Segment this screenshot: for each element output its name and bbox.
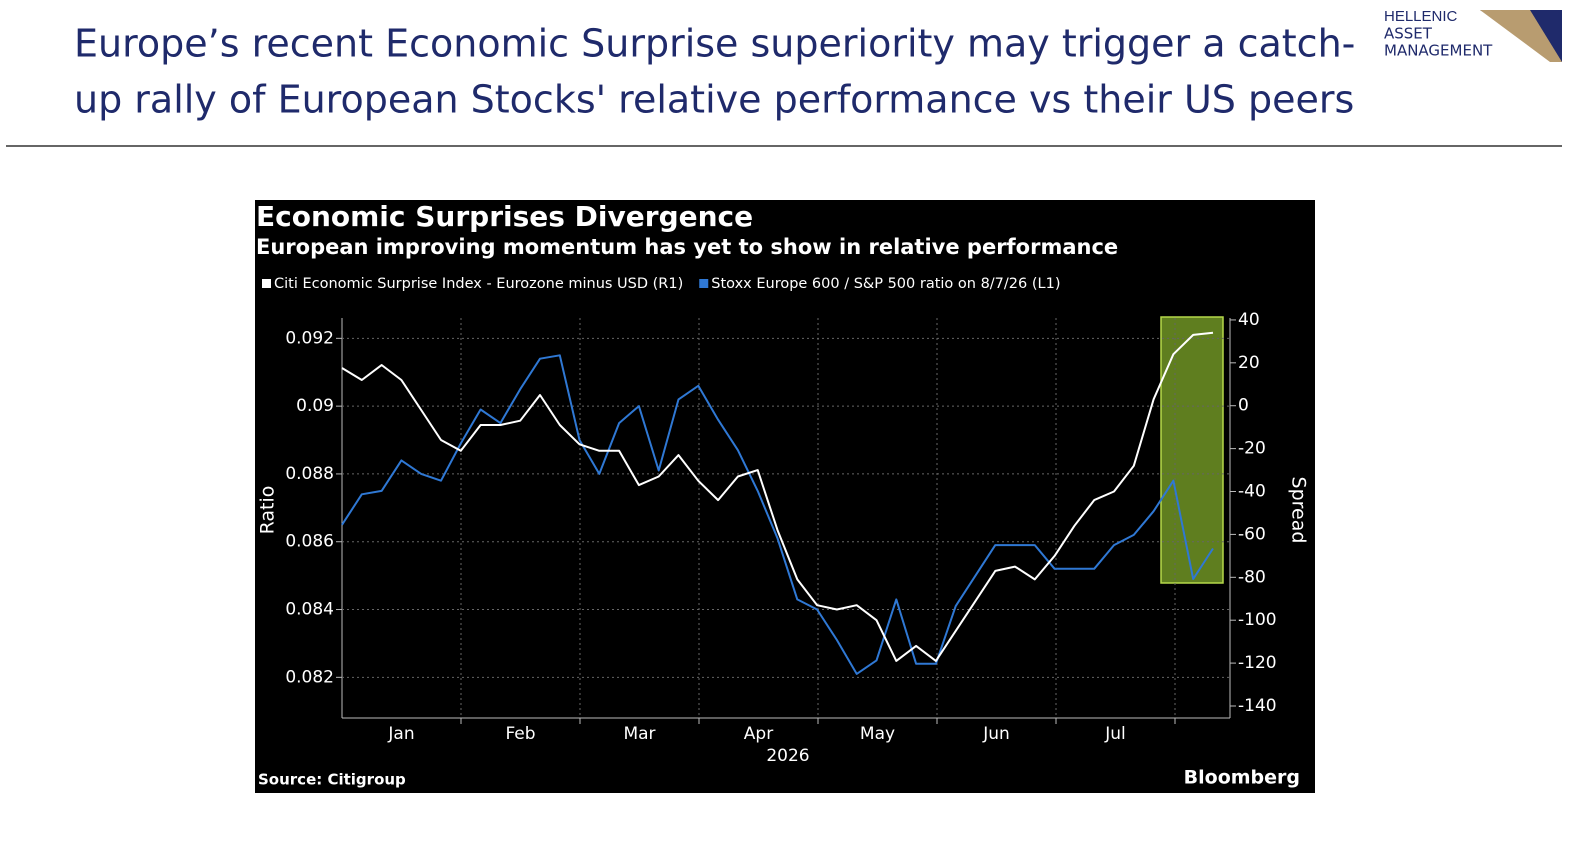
legend-swatch (262, 279, 271, 288)
x-tick-label: Jul (1104, 724, 1126, 744)
x-tick-label: Jan (387, 724, 414, 744)
y2-tick-label: -20 (1238, 439, 1266, 459)
page-title: Europe’s recent Economic Surprise superi… (74, 22, 1355, 66)
x-tick-label: Feb (505, 724, 535, 744)
chart-subtitle: European improving momentum has yet to s… (256, 235, 1118, 259)
logo-shape (1480, 10, 1562, 62)
y-tick-label: 0.084 (285, 600, 334, 620)
y-tick-label: 0.09 (296, 396, 334, 416)
y2-axis-label: Spread (1288, 477, 1310, 544)
y2-tick-label: -120 (1238, 653, 1277, 673)
x-tick-label: Apr (744, 724, 773, 744)
x-tick-label: Mar (623, 724, 655, 744)
y-tick-label: 0.092 (285, 328, 334, 348)
x-tick-label: May (860, 724, 895, 744)
legend-swatch (699, 279, 709, 288)
series-line (341, 354, 1214, 675)
logo-text: MANAGEMENT (1384, 42, 1493, 60)
y2-tick-label: 0 (1238, 396, 1249, 416)
source: Source: Citigroup (258, 771, 406, 789)
y-tick-label: 0.082 (285, 667, 334, 687)
y2-tick-label: -40 (1238, 482, 1266, 502)
y2-tick-label: -60 (1238, 524, 1266, 544)
y-tick-label: 0.086 (285, 532, 334, 552)
legend-label: Citi Economic Surprise Index - Eurozone … (274, 276, 683, 292)
y-tick-label: 0.088 (285, 464, 334, 484)
y2-tick-label: -80 (1238, 567, 1266, 587)
chart-title: Economic Surprises Divergence (256, 200, 753, 233)
y2-tick-label: -140 (1238, 696, 1277, 716)
legend-label: Stoxx Europe 600 / S&P 500 ratio on 8/7/… (711, 276, 1060, 292)
y2-tick-label: 20 (1238, 353, 1260, 373)
series-line (341, 331, 1214, 662)
logo-text: ASSET (1384, 25, 1433, 43)
page-title: up rally of European Stocks' relative pe… (74, 78, 1354, 122)
chart-background (255, 200, 1315, 793)
x-tick-label: Jun (982, 724, 1010, 744)
y-axis-label: Ratio (257, 486, 279, 535)
y2-tick-label: -100 (1238, 610, 1277, 630)
x-axis-label: 2026 (766, 746, 809, 766)
logo-text: HELLENIC (1384, 8, 1458, 25)
y2-tick-label: 40 (1238, 310, 1260, 330)
brand: Bloomberg (1184, 767, 1300, 789)
highlight-box (1160, 316, 1224, 584)
